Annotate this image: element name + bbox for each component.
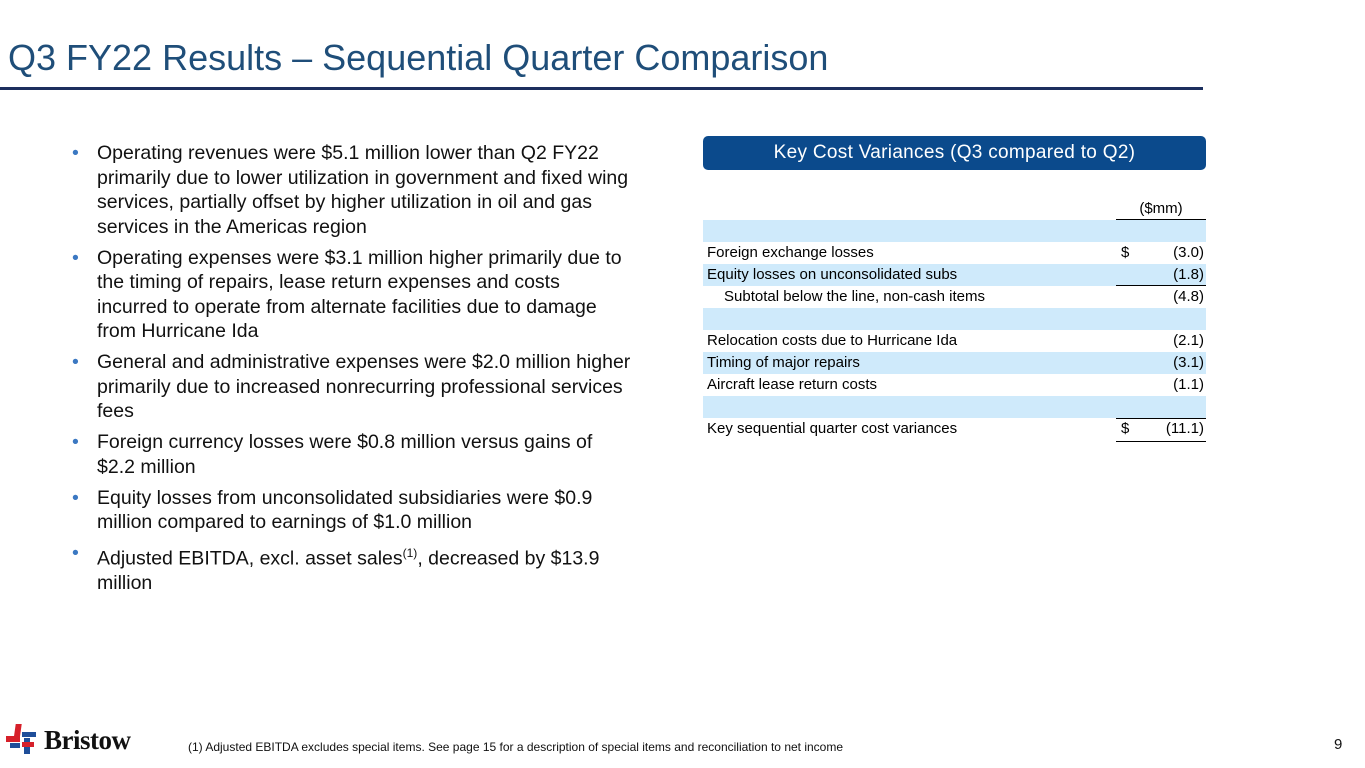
spacer-row: [703, 220, 1206, 242]
page-number: 9: [1334, 736, 1343, 753]
table-row: Relocation costs due to Hurricane Ida (2.…: [703, 330, 1206, 352]
spacer-row: [703, 308, 1206, 330]
table-row: Aircraft lease return costs (1.1): [703, 374, 1206, 396]
row-value: (3.0): [1173, 244, 1204, 261]
spacer-row: [703, 396, 1206, 418]
row-value: (1.8): [1173, 266, 1204, 283]
unit-label: ($mm): [1116, 198, 1206, 220]
row-dollar: $: [1121, 420, 1130, 437]
row-label: Foreign exchange losses: [707, 244, 874, 261]
table-row: Equity losses on unconsolidated subs (1.8…: [703, 264, 1206, 286]
bullet-item: Adjusted EBITDA, excl. asset sales(1), d…: [72, 541, 632, 596]
footnote-ref: (1): [402, 546, 418, 560]
row-value: (1.1): [1173, 376, 1204, 393]
bullet-item: Equity losses from unconsolidated subsid…: [72, 486, 632, 535]
bullet-item: Operating expenses were $3.1 million hig…: [72, 246, 632, 344]
total-row: Key sequential quarter cost variances $ (1…: [703, 418, 1206, 442]
overline: [1116, 418, 1206, 420]
unit-row: ($mm): [703, 198, 1206, 220]
bristow-emblem-icon: [6, 724, 36, 754]
bullet-item: Operating revenues were $5.1 million low…: [72, 141, 632, 239]
table-header: Key Cost Variances (Q3 compared to Q2): [703, 136, 1206, 170]
title-divider: [0, 87, 1203, 90]
table-row: Foreign exchange losses $ (3.0): [703, 242, 1206, 264]
bullet-item: Foreign currency losses were $0.8 millio…: [72, 430, 632, 479]
row-value: (2.1): [1173, 332, 1204, 349]
row-label: Key sequential quarter cost variances: [707, 420, 958, 437]
logo-text: Bristow: [44, 724, 131, 755]
row-label: Aircraft lease return costs: [707, 376, 878, 393]
row-value: (3.1): [1173, 354, 1204, 371]
bullet-item: General and administrative expenses were…: [72, 350, 632, 424]
table-row: Timing of major repairs (3.1): [703, 352, 1206, 374]
bullet-list: Operating revenues were $5.1 million low…: [72, 141, 632, 602]
row-value: (4.8): [1173, 288, 1204, 305]
row-label: Subtotal below the line, non-cash items: [724, 288, 985, 305]
row-label: Equity losses on unconsolidated subs: [707, 266, 958, 283]
bullet-text: Adjusted EBITDA, excl. asset sales: [97, 547, 403, 570]
bristow-logo: Bristow: [4, 722, 131, 758]
row-label: Timing of major repairs: [707, 354, 860, 371]
row-label: Relocation costs due to Hurricane Ida: [707, 332, 958, 349]
table-row: Subtotal below the line, non-cash items (…: [703, 286, 1206, 308]
row-dollar: $: [1121, 244, 1130, 261]
underline: [1116, 441, 1206, 442]
bullet-text: , decreased by $13.9 million: [97, 547, 600, 595]
row-value: (11.1): [1165, 420, 1204, 437]
cost-variance-table: ($mm) Foreign exchange losses $ (3.0) Equi…: [703, 198, 1206, 442]
footnote: (1) Adjusted EBITDA excludes special ite…: [188, 740, 844, 754]
underline: [1116, 264, 1206, 286]
page-title: Q3 FY22 Results – Sequential Quarter Com…: [8, 37, 829, 78]
